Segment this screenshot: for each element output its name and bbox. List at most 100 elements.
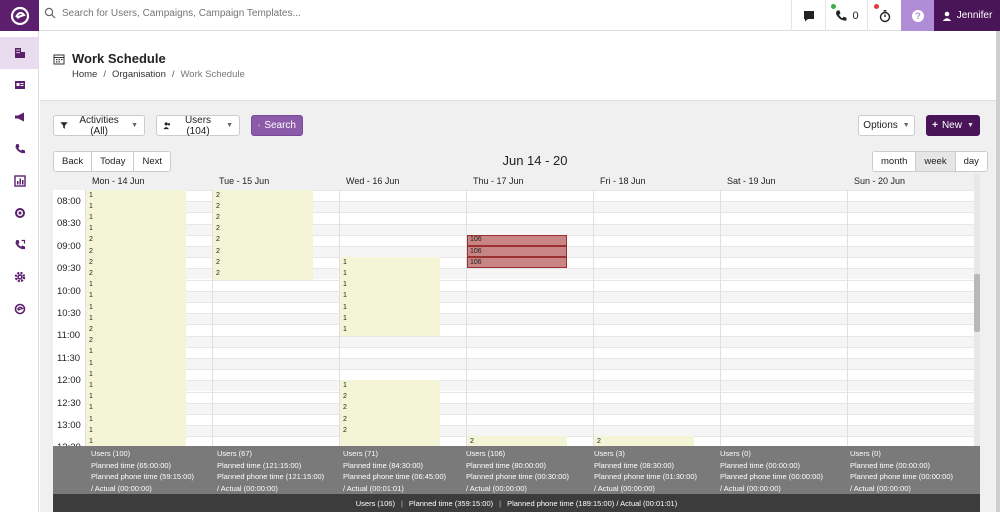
slot-count: 1	[89, 292, 93, 300]
slot-count: 1	[89, 191, 93, 199]
day-header[interactable]: Fri - 18 Jun	[600, 176, 646, 186]
calendar-scrollbar[interactable]	[974, 174, 980, 446]
sidebar-item-contacts[interactable]	[0, 69, 39, 101]
slot-count: 2	[343, 415, 347, 423]
day-summary: Users (0) Planned time (00:00:00) Planned …	[720, 448, 823, 494]
summary-actual: / Actual (00:00:00)	[466, 483, 527, 493]
day-header[interactable]: Mon - 14 Jun	[92, 176, 145, 186]
today-button[interactable]: Today	[92, 152, 135, 171]
availability-button[interactable]	[867, 0, 901, 31]
chat-button[interactable]	[791, 0, 825, 31]
stopwatch-icon	[879, 9, 890, 22]
activity-block-highlight[interactable]	[467, 257, 567, 269]
sidebar-item-dialer[interactable]	[0, 229, 39, 261]
totals-bar: Users (106) | Planned time (359:15:00) | P…	[53, 494, 980, 512]
new-button[interactable]: + New ▼	[926, 115, 980, 136]
sidebar-item-calls[interactable]	[0, 133, 39, 165]
sidebar-item-settings[interactable]	[0, 261, 39, 293]
time-label: 13:30	[57, 442, 81, 446]
slot-count: 1	[89, 202, 93, 210]
slot-count: 2	[89, 337, 93, 345]
activity-block-highlight[interactable]	[467, 234, 567, 246]
page-title: Work Schedule	[72, 51, 166, 66]
slot-count: 1	[89, 348, 93, 356]
activity-block[interactable]	[213, 190, 313, 280]
sidebar-item-goals[interactable]	[0, 197, 39, 229]
options-button[interactable]: Options ▼	[858, 115, 915, 136]
summary-planned: Planned time (121:15:00)	[217, 460, 302, 470]
month-view-button[interactable]: month	[873, 152, 917, 171]
new-label: New	[941, 120, 962, 131]
day-summary: Users (106) Planned time (80:00:00) Planne…	[466, 448, 569, 494]
day-summary: Users (100) Planned time (65:00:00) Planne…	[91, 448, 194, 494]
day-headers: Mon - 14 Jun Tue - 15 Jun Wed - 16 Jun Thu …	[53, 174, 975, 190]
phone-icon	[836, 10, 847, 21]
summary-planned: Planned time (00:00:00)	[720, 460, 801, 470]
user-menu-button[interactable]: Jennifer	[934, 0, 1000, 31]
breadcrumb-home[interactable]: Home	[72, 69, 98, 80]
slot-count: 2	[89, 258, 93, 266]
summary-planned: Planned time (65:00:00)	[91, 460, 172, 470]
users-filter-button[interactable]: Users (104) ▼	[156, 114, 240, 137]
activity-block[interactable]	[86, 190, 186, 446]
slot-count: 2	[89, 269, 93, 277]
page-scrollbar[interactable]	[996, 31, 1000, 512]
day-header[interactable]: Sat - 19 Jun	[727, 176, 776, 186]
day-header[interactable]: Sun - 20 Jun	[854, 176, 906, 186]
sidebar-item-reports[interactable]	[0, 165, 39, 197]
activity-block[interactable]	[340, 380, 440, 446]
brand-logo-icon	[10, 6, 29, 25]
summary-actual: / Actual (00:00:00)	[594, 483, 655, 493]
time-label: 10:30	[57, 308, 81, 319]
slot-count: 2	[216, 236, 220, 244]
slot-count: 2	[89, 325, 93, 333]
top-bar: 0 ? Jennifer	[0, 0, 1000, 31]
day-header[interactable]: Thu - 17 Jun	[473, 176, 524, 186]
global-search	[44, 7, 462, 19]
help-button[interactable]: ?	[901, 0, 934, 31]
time-label: 12:30	[57, 397, 81, 409]
app-logo[interactable]	[0, 0, 39, 31]
breadcrumb-organisation[interactable]: Organisation	[111, 69, 166, 80]
slot-count: 2	[470, 437, 474, 445]
sidebar-item-campaigns[interactable]	[0, 101, 39, 133]
slot-count: 1	[343, 314, 347, 322]
slot-count: 1	[343, 269, 347, 277]
sidebar-item-about[interactable]	[0, 293, 39, 325]
search-button[interactable]: Search	[251, 115, 303, 136]
phone-status-button[interactable]: 0	[825, 0, 867, 31]
activities-filter-button[interactable]: Activities (All) ▼	[53, 115, 145, 137]
scroll-thumb[interactable]	[974, 274, 980, 332]
week-view-button[interactable]: week	[916, 152, 956, 171]
slot-count: 1	[89, 393, 93, 401]
time-label: 11:00	[57, 330, 81, 342]
day-view-button[interactable]: day	[955, 152, 987, 171]
slot-count: 2	[216, 247, 220, 255]
activity-block[interactable]	[594, 436, 694, 446]
call-icon	[15, 239, 25, 250]
sidebar-item-organisation[interactable]	[0, 37, 39, 69]
slot-count: 2	[343, 393, 347, 401]
slot-count: 1	[89, 314, 93, 322]
day-header[interactable]: Tue - 15 Jun	[219, 176, 270, 186]
total-actual: / Actual (00:01:01)	[616, 498, 678, 508]
time-grid: 08:00 08:30 09:00 09:30 10:00 10:30 11:00 11:30…	[53, 190, 975, 446]
slot-count: 1	[343, 258, 347, 266]
time-label: 12:00	[57, 375, 81, 387]
users-label: Users (104)	[184, 114, 212, 137]
next-button[interactable]: Next	[134, 152, 171, 171]
activity-block[interactable]	[467, 436, 567, 446]
activity-block[interactable]	[340, 257, 440, 336]
slot-count: 1	[343, 292, 347, 300]
summary-planned: Planned time (00:00:00)	[850, 460, 931, 470]
time-label: 08:30	[57, 218, 81, 230]
day-header[interactable]: Wed - 16 Jun	[346, 176, 400, 186]
summary-users: Users (0)	[720, 449, 751, 458]
organisation-icon	[14, 48, 25, 58]
search-input[interactable]	[62, 7, 462, 19]
back-button[interactable]: Back	[54, 152, 93, 171]
user-icon	[942, 11, 951, 21]
activity-block-highlight[interactable]	[467, 246, 567, 258]
phone-count: 0	[852, 9, 859, 22]
slot-count: 1	[89, 359, 93, 367]
